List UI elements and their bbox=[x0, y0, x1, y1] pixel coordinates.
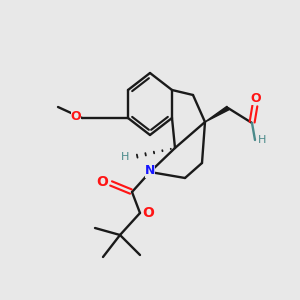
Text: H: H bbox=[258, 135, 266, 145]
Text: H: H bbox=[121, 152, 129, 162]
Polygon shape bbox=[205, 106, 229, 122]
Text: O: O bbox=[251, 92, 261, 104]
Text: O: O bbox=[71, 110, 81, 124]
Text: O: O bbox=[96, 175, 108, 189]
Text: O: O bbox=[142, 206, 154, 220]
Text: N: N bbox=[145, 164, 155, 178]
